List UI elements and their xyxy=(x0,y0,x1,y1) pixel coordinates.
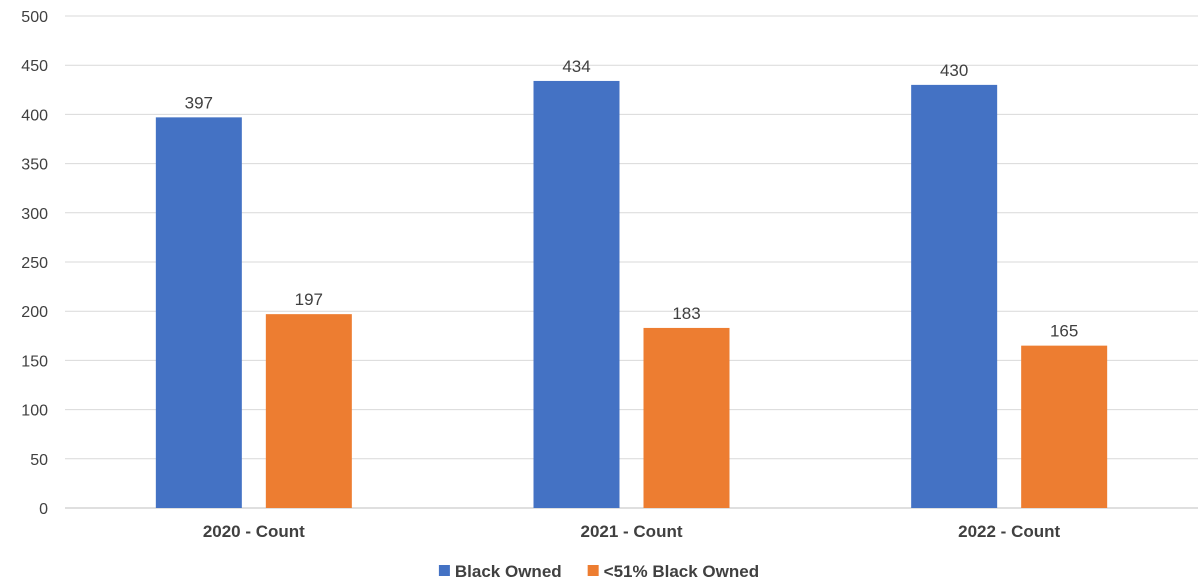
legend-item: <51% Black Owned xyxy=(587,562,759,581)
x-category-label: 2020 - Count xyxy=(203,522,305,541)
bars xyxy=(155,80,1108,509)
x-category-label: 2021 - Count xyxy=(580,522,682,541)
legend-label: <51% Black Owned xyxy=(604,562,759,581)
y-tick-label: 350 xyxy=(21,157,48,174)
x-category-label: 2022 - Count xyxy=(958,522,1060,541)
gridlines xyxy=(65,15,1198,509)
data-label: 434 xyxy=(562,57,590,76)
legend-label: Black Owned xyxy=(455,562,562,581)
data-label: 397 xyxy=(185,93,213,112)
y-tick-label: 100 xyxy=(21,403,48,420)
bar-black-owned xyxy=(155,117,242,509)
bar-lt51-black-owned xyxy=(1021,345,1108,508)
legend: Black Owned <51% Black Owned xyxy=(438,562,759,581)
data-labels: 397 197 434 183 430 165 xyxy=(185,57,1079,341)
y-tick-label: 500 xyxy=(21,9,48,26)
bar-black-owned xyxy=(533,80,620,508)
data-label: 430 xyxy=(940,61,968,80)
y-tick-label: 300 xyxy=(21,206,48,223)
data-label: 197 xyxy=(295,290,323,309)
y-tick-label: 450 xyxy=(21,58,48,75)
y-axis: 0 50 100 150 200 250 300 350 400 450 500 xyxy=(21,9,48,518)
bar-lt51-black-owned xyxy=(265,314,352,508)
bar-black-owned xyxy=(911,84,998,508)
data-label: 165 xyxy=(1050,322,1078,341)
y-tick-label: 250 xyxy=(21,255,48,272)
y-tick-label: 50 xyxy=(30,452,48,469)
y-tick-label: 200 xyxy=(21,304,48,321)
y-tick-label: 0 xyxy=(39,501,48,518)
x-axis: 2020 - Count 2021 - Count 2022 - Count xyxy=(203,522,1061,541)
bar-lt51-black-owned xyxy=(643,327,730,508)
legend-swatch xyxy=(438,565,450,576)
data-label: 183 xyxy=(672,304,700,323)
legend-item: Black Owned xyxy=(438,562,562,581)
y-tick-label: 400 xyxy=(21,107,48,124)
legend-swatch xyxy=(587,565,599,576)
y-tick-label: 150 xyxy=(21,353,48,370)
